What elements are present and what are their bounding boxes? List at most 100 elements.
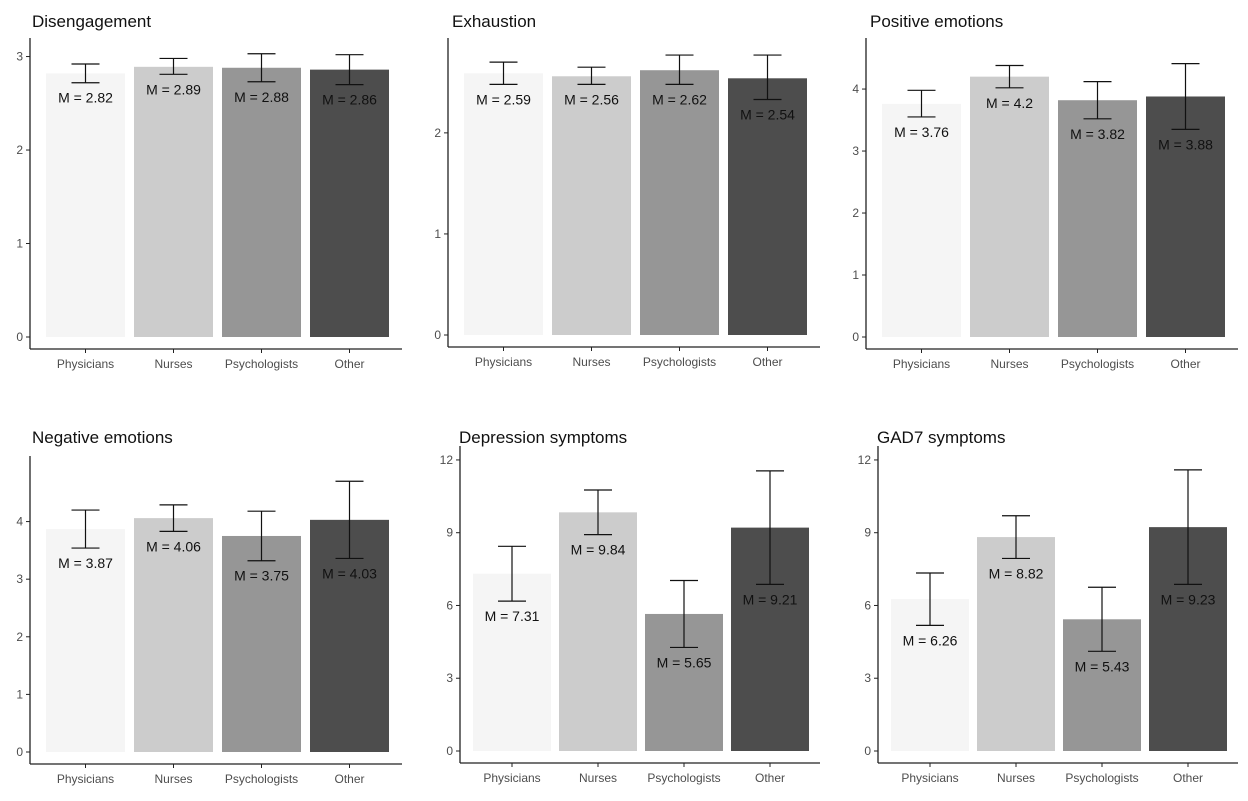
y-tick-label: 4 xyxy=(852,82,859,96)
bar-physicians xyxy=(46,529,125,752)
y-tick-label: 2 xyxy=(16,630,23,644)
x-tick-label: Psychologists xyxy=(1061,357,1134,371)
x-tick-label: Other xyxy=(752,355,782,369)
mean-label: M = 2.88 xyxy=(234,89,289,105)
error-bar-other xyxy=(335,480,364,560)
mean-label: M = 2.54 xyxy=(740,107,795,123)
x-tick-label: Physicians xyxy=(57,772,114,786)
y-tick-label: 3 xyxy=(446,671,453,685)
bar-physicians xyxy=(464,73,543,335)
x-tick-label: Psychologists xyxy=(225,357,298,371)
x-tick-label: Psychologists xyxy=(643,355,716,369)
mean-label: M = 2.82 xyxy=(58,90,113,106)
error-bar-physicians xyxy=(71,509,100,549)
x-tick-label: Other xyxy=(334,357,364,371)
bar-other xyxy=(728,78,807,335)
bar-physicians xyxy=(46,73,125,337)
error-bar-other xyxy=(335,54,364,86)
mean-label: M = 9.21 xyxy=(743,591,798,607)
error-bar-psychologists xyxy=(1088,586,1116,652)
x-tick-label: Physicians xyxy=(893,357,950,371)
error-bar-psychologists xyxy=(247,510,276,562)
y-tick-label: 2 xyxy=(434,126,441,140)
y-tick-label: 0 xyxy=(434,328,441,342)
mean-label: M = 3.75 xyxy=(234,568,289,584)
bar-nurses xyxy=(970,76,1049,338)
panel-title: Negative emotions xyxy=(32,428,173,447)
mean-label: M = 3.82 xyxy=(1070,126,1125,142)
panel-exhaustion: Exhaustion M = 2.59 M = 2.56 M = 2.62 M = 2… xyxy=(418,0,828,390)
x-tick-label: Physicians xyxy=(475,355,532,369)
panel-title: Exhaustion xyxy=(452,12,537,31)
y-tick-label: 0 xyxy=(446,744,453,758)
x-tick-label: Psychologists xyxy=(647,771,720,785)
mean-label: M = 6.26 xyxy=(903,632,958,648)
y-tick-label: 12 xyxy=(440,453,454,467)
error-bar-other xyxy=(753,54,782,101)
mean-label: M = 9.84 xyxy=(571,542,626,558)
error-bar-psychologists xyxy=(247,53,276,83)
x-tick-label: Psychologists xyxy=(225,772,298,786)
mean-label: M = 3.88 xyxy=(1158,136,1213,152)
x-tick-label: Other xyxy=(1170,357,1200,371)
chart-svg: M = 2.59 M = 2.56 M = 2.62 M = 2.54 0 1 2 Physi… xyxy=(434,38,820,369)
chart-svg: M = 6.26 M = 8.82 M = 5.43 M = 9.23 0 3 6 9 12 Ph… xyxy=(858,446,1238,785)
error-bar-other xyxy=(1171,63,1200,130)
x-tick-label: Nurses xyxy=(154,772,192,786)
y-tick-label: 4 xyxy=(16,515,23,529)
y-tick-label: 3 xyxy=(852,144,859,158)
y-tick-label: 2 xyxy=(16,143,23,157)
panel-title: Positive emotions xyxy=(870,12,1004,31)
mean-label: M = 2.89 xyxy=(146,81,201,97)
y-tick-label: 0 xyxy=(16,330,23,344)
error-bar-physicians xyxy=(907,89,936,118)
y-tick-label: 1 xyxy=(16,237,23,251)
bar-psychologists xyxy=(1058,100,1137,337)
mean-label: M = 5.65 xyxy=(657,654,712,670)
error-bar-psychologists xyxy=(665,54,694,85)
y-tick-label: 3 xyxy=(16,572,23,586)
x-tick-label: Nurses xyxy=(990,357,1028,371)
y-tick-label: 12 xyxy=(858,453,872,467)
chart-svg: M = 3.76 M = 4.2 M = 3.82 M = 3.88 0 1 2 3 4 Phys… xyxy=(852,38,1238,371)
error-bar-psychologists xyxy=(1083,81,1112,120)
panel-title: Disengagement xyxy=(32,12,152,31)
error-bar-nurses xyxy=(577,66,606,85)
x-tick-label: Physicians xyxy=(57,357,114,371)
y-tick-label: 9 xyxy=(446,526,453,540)
bar-psychologists xyxy=(222,535,301,752)
error-bar-other xyxy=(1174,469,1202,585)
panel-title: GAD7 symptoms xyxy=(877,428,1006,447)
y-tick-label: 1 xyxy=(852,268,859,282)
y-tick-label: 0 xyxy=(852,330,859,344)
mean-label: M = 7.31 xyxy=(485,608,540,624)
chart-svg: M = 2.82 M = 2.89 M = 2.88 M = 2.86 0 1 2 3 Phys… xyxy=(16,38,402,371)
bar-other xyxy=(1146,96,1225,337)
mean-label: M = 3.76 xyxy=(894,124,949,140)
mean-label: M = 2.56 xyxy=(564,91,619,107)
bar-physicians xyxy=(473,573,551,751)
bar-other xyxy=(310,69,389,337)
bar-nurses xyxy=(977,537,1055,751)
panel-disengagement: Disengagement M = 2.82 M = 2.89 M = 2.88 M … xyxy=(0,0,410,390)
x-tick-label: Nurses xyxy=(997,771,1035,785)
bar-psychologists xyxy=(222,67,301,338)
mean-label: M = 3.87 xyxy=(58,555,113,571)
panel-gad7-symptoms: GAD7 symptoms M = 6.26 M = 8.82 M = 5.43 M … xyxy=(836,416,1246,801)
mean-label: M = 2.59 xyxy=(476,91,531,107)
bar-psychologists xyxy=(640,70,719,335)
error-bar-physicians xyxy=(71,63,100,84)
y-tick-label: 6 xyxy=(446,598,453,612)
error-bar-nurses xyxy=(584,489,612,536)
y-tick-label: 3 xyxy=(16,50,23,64)
error-bar-other xyxy=(756,470,784,585)
mean-label: M = 4.06 xyxy=(146,538,201,554)
x-tick-label: Nurses xyxy=(154,357,192,371)
error-bar-nurses xyxy=(159,504,188,532)
error-bar-nurses xyxy=(1002,515,1030,560)
error-bar-physicians xyxy=(916,572,944,626)
y-tick-label: 0 xyxy=(864,744,871,758)
mean-label: M = 2.62 xyxy=(652,91,707,107)
y-tick-label: 6 xyxy=(864,598,871,612)
mean-label: M = 5.43 xyxy=(1075,658,1130,674)
